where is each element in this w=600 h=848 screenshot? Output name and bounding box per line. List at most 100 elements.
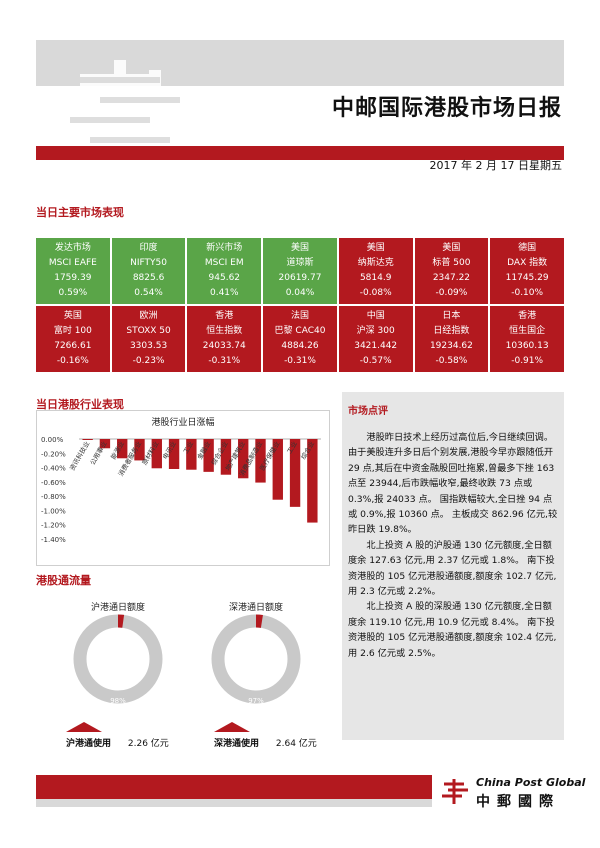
market-cell: 发达市场 MSCI EAFE 1759.39 0.59%	[36, 238, 110, 304]
market-index: 纳斯达克	[357, 257, 394, 268]
bar-7	[203, 439, 214, 472]
hk-sz-usage-value: 2.64 亿元	[275, 739, 317, 749]
hk-sh-marker	[66, 722, 102, 732]
market-change: -0.31%	[284, 355, 316, 366]
market-cell: 美国 道琼斯 20619.77 0.04%	[263, 238, 337, 304]
market-change: -0.08%	[359, 287, 392, 298]
market-region: 香港	[518, 310, 537, 321]
hk-sz-marker	[214, 722, 250, 732]
market-index: 富时 100	[53, 325, 92, 336]
bar-11	[272, 439, 283, 500]
market-index: 日经指数	[433, 325, 470, 336]
hk-sz-donut: 深港通日额度 97%	[196, 600, 316, 713]
market-change: -0.91%	[511, 355, 544, 366]
comment-title: 市场点评	[348, 406, 388, 417]
report-date: 2017 年 2 月 17 日星期五	[429, 159, 562, 172]
section-title-flow: 港股通流量	[36, 574, 91, 587]
market-region: 美国	[290, 242, 309, 253]
market-change: -0.09%	[435, 287, 468, 298]
industry-bar-chart: 港股行业日涨幅 0.00% -0.20% -0.40% -0.60% -0.80% -1.0…	[41, 416, 321, 544]
market-region: 日本	[442, 310, 461, 321]
bar-4	[151, 439, 162, 469]
report-title: 中邮国际港股市场日报	[331, 96, 562, 121]
hk-sz-donut-chart: 97%	[211, 614, 301, 705]
market-value: 3421.442	[354, 340, 398, 351]
market-change: -0.10%	[511, 287, 544, 298]
market-value: 2347.22	[432, 272, 471, 283]
market-change: -0.31%	[208, 355, 241, 366]
market-cell: 香港 恒生指数 24033.74 -0.31%	[187, 306, 262, 372]
chart-title: 港股行业日涨幅	[151, 416, 214, 428]
market-region: 欧洲	[139, 310, 158, 321]
market-value: 4884.26	[281, 340, 319, 351]
bar-3	[134, 439, 145, 461]
y-tick-label: -1.00%	[41, 507, 66, 515]
market-change: 0.59%	[58, 287, 88, 298]
comment-paragraph: 港股昨日技术上经历过高位后,今日继续回调。由于美股连升多日后个别发展,港股今早亦…	[348, 432, 558, 536]
footer-gray-band	[36, 799, 432, 807]
comment-paragraph: 北上投资 A 股的沪股通 130 亿元额度,全日额度余 127.63 亿元,用 …	[348, 539, 557, 598]
y-tick-label: -1.20%	[41, 522, 66, 530]
market-index: 道琼斯	[286, 257, 314, 268]
market-region: 英国	[63, 310, 82, 321]
bar-10	[255, 439, 266, 483]
market-index: 恒生国企	[509, 325, 546, 336]
y-tick-label: 0.00%	[41, 436, 64, 444]
hk-sz-usage: 深港通使用 2.64 亿元	[214, 736, 317, 749]
header-red-band	[36, 146, 564, 160]
market-cell: 印度 NIFTY50 8825.6 0.54%	[111, 238, 186, 304]
market-performance-grid: 发达市场 MSCI EAFE 1759.39 0.59% 印度 NIFTY50 8825.6…	[36, 238, 564, 372]
market-value: 7266.61	[54, 340, 92, 351]
footer-brand-zh: 中郵國際	[476, 794, 560, 810]
market-index: 沪深 300	[356, 325, 395, 336]
hk-sh-remaining-pct: 98%	[110, 697, 126, 705]
bar-12	[289, 439, 301, 507]
comment-text: 港股昨日技术上经历过高位后,今日继续回调。由于美股连升多日后个别发展,港股今早亦…	[348, 430, 558, 661]
market-region: 法国	[290, 310, 309, 321]
market-value: 5814.9	[359, 272, 392, 283]
y-tick-label: -1.40%	[41, 536, 66, 544]
market-cell: 中国 沪深 300 3421.442 -0.57%	[338, 306, 413, 372]
section-title-market: 当日主要市场表现	[36, 206, 124, 219]
y-tick-label: -0.40%	[41, 465, 66, 473]
market-cell: 欧洲 STOXX 50 3303.53 -0.23%	[111, 306, 186, 372]
industry-chart: 港股行业日涨幅 0.00% -0.20% -0.40% -0.60% -0.80% -1.0…	[36, 410, 330, 566]
footer-red-band	[36, 775, 432, 799]
market-index: NIFTY50	[130, 257, 167, 268]
hk-sz-usage-label: 深港通使用	[214, 739, 260, 749]
market-value: 19234.62	[429, 340, 473, 351]
market-cell: 美国 纳斯达克 5814.9 -0.08%	[338, 238, 413, 304]
footer-brand-en: China Post Global	[476, 776, 586, 789]
bar-13	[307, 439, 318, 523]
hk-sh-usage: 沪港通使用 2.26 亿元	[66, 736, 169, 749]
hk-sz-remaining-arc	[211, 614, 301, 704]
market-value: 945.62	[208, 272, 241, 283]
hk-sz-donut-title: 深港通日额度	[228, 603, 283, 613]
hk-sh-used-arc	[73, 614, 163, 704]
hk-sh-donut: 沪港通日额度 98%	[58, 600, 178, 713]
bar-1	[99, 439, 111, 449]
section-title-industry: 当日港股行业表现	[36, 398, 124, 411]
market-region: 新兴市场	[206, 242, 243, 253]
market-region: 发达市场	[54, 242, 91, 253]
market-value: 20619.77	[278, 272, 322, 283]
market-change: 0.54%	[134, 287, 163, 298]
hk-sz-remaining-pct: 97%	[248, 697, 264, 705]
hk-sh-donut-title: 沪港通日额度	[90, 603, 145, 613]
market-cell: 日本 日经指数 19234.62 -0.58%	[414, 306, 489, 372]
market-change: -0.23%	[132, 355, 165, 366]
market-cell: 德国 DAX 指数 11745.29 -0.10%	[490, 238, 564, 304]
hk-sh-usage-label: 沪港通使用	[66, 739, 112, 749]
hk-sh-remaining-arc	[73, 614, 163, 704]
bar-0	[82, 439, 93, 440]
market-value: 1759.39	[54, 272, 92, 283]
market-index: DAX 指数	[507, 257, 548, 268]
x-tick-label: 公用事业	[88, 439, 109, 466]
market-cell: 美国标普 500 2347.22 -0.09%	[414, 238, 489, 304]
market-index: 标普 500	[432, 257, 471, 268]
market-change: -0.57%	[359, 355, 392, 366]
market-region: 美国	[442, 242, 461, 253]
x-tick-label: 资讯科技业	[67, 439, 91, 472]
market-index: MSCI EAFE	[48, 257, 97, 268]
market-cell: 英国 富时 100 7266.61 -0.16%	[36, 306, 110, 372]
